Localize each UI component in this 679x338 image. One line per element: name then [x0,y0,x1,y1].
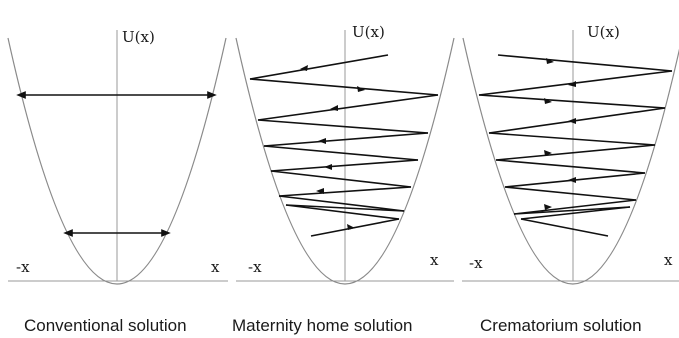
panel-caption: Crematorium solution [480,316,642,335]
zigzag-segment [285,204,400,220]
arrow-right [546,58,554,64]
arrow-right [544,204,552,210]
direction-arrows [300,65,365,230]
y-axis-label: U(x) [122,28,155,46]
zigzag-segment [270,170,412,188]
zigzag-segment [520,218,609,237]
neg-x-label: -x [248,258,262,276]
arrow-left [568,177,576,183]
direction-arrows [544,58,576,210]
pos-x-label: x [664,251,673,269]
arrow-right [544,98,552,104]
zigzag-segment [263,145,419,161]
arrow-left [316,188,324,194]
zigzag-segment [513,206,631,215]
arrow-right [544,150,552,156]
arrow-left [318,138,326,144]
arrow-left [324,164,332,170]
zigzag-segment [249,54,389,80]
potential-curve [235,37,455,285]
y-axis-label: U(x) [587,23,620,41]
zigzag-segment [278,186,412,197]
pos-x-label: x [430,251,439,269]
zigzag-segment [270,159,419,172]
arrow-right [357,86,365,92]
panel-conventional: U(x) -x x Conventional solution [7,28,228,335]
arrow-left [300,65,308,71]
zigzag-segment [497,54,673,72]
zigzag-segment [478,94,666,109]
pos-x-label: x [211,258,220,276]
zigzag-segment [495,159,646,174]
y-axis-label: U(x) [352,23,385,41]
zigzag-segment [513,199,637,215]
zigzag-segment [488,132,656,146]
arrow-right [347,224,355,230]
zigzag-segment [504,186,637,201]
zigzag-segment [257,119,429,134]
zigzag-segment [520,206,631,220]
arrow-left [330,105,338,111]
zigzag-segment [488,107,666,134]
zigzag-segment [495,144,656,161]
arrow-left [568,118,576,124]
panel-crematorium: U(x) -x x Crematorium solution [462,23,679,335]
arrow-left [568,81,576,87]
zigzag-segment [285,204,405,212]
zigzag-segment [263,132,429,147]
zigzag-segment [257,94,439,121]
panel-maternity-home: U(x) -x x Maternity home solution [232,23,455,335]
zigzag-path [249,54,439,237]
zigzag-segment [310,218,400,237]
neg-x-label: -x [469,254,483,272]
panel-caption: Conventional solution [24,316,187,335]
zigzag-segment [249,78,439,96]
neg-x-label: -x [16,258,30,276]
panel-caption: Maternity home solution [232,316,412,335]
potential-curve [462,37,679,285]
potential-curve [7,37,227,285]
zigzag-segment [278,195,405,212]
